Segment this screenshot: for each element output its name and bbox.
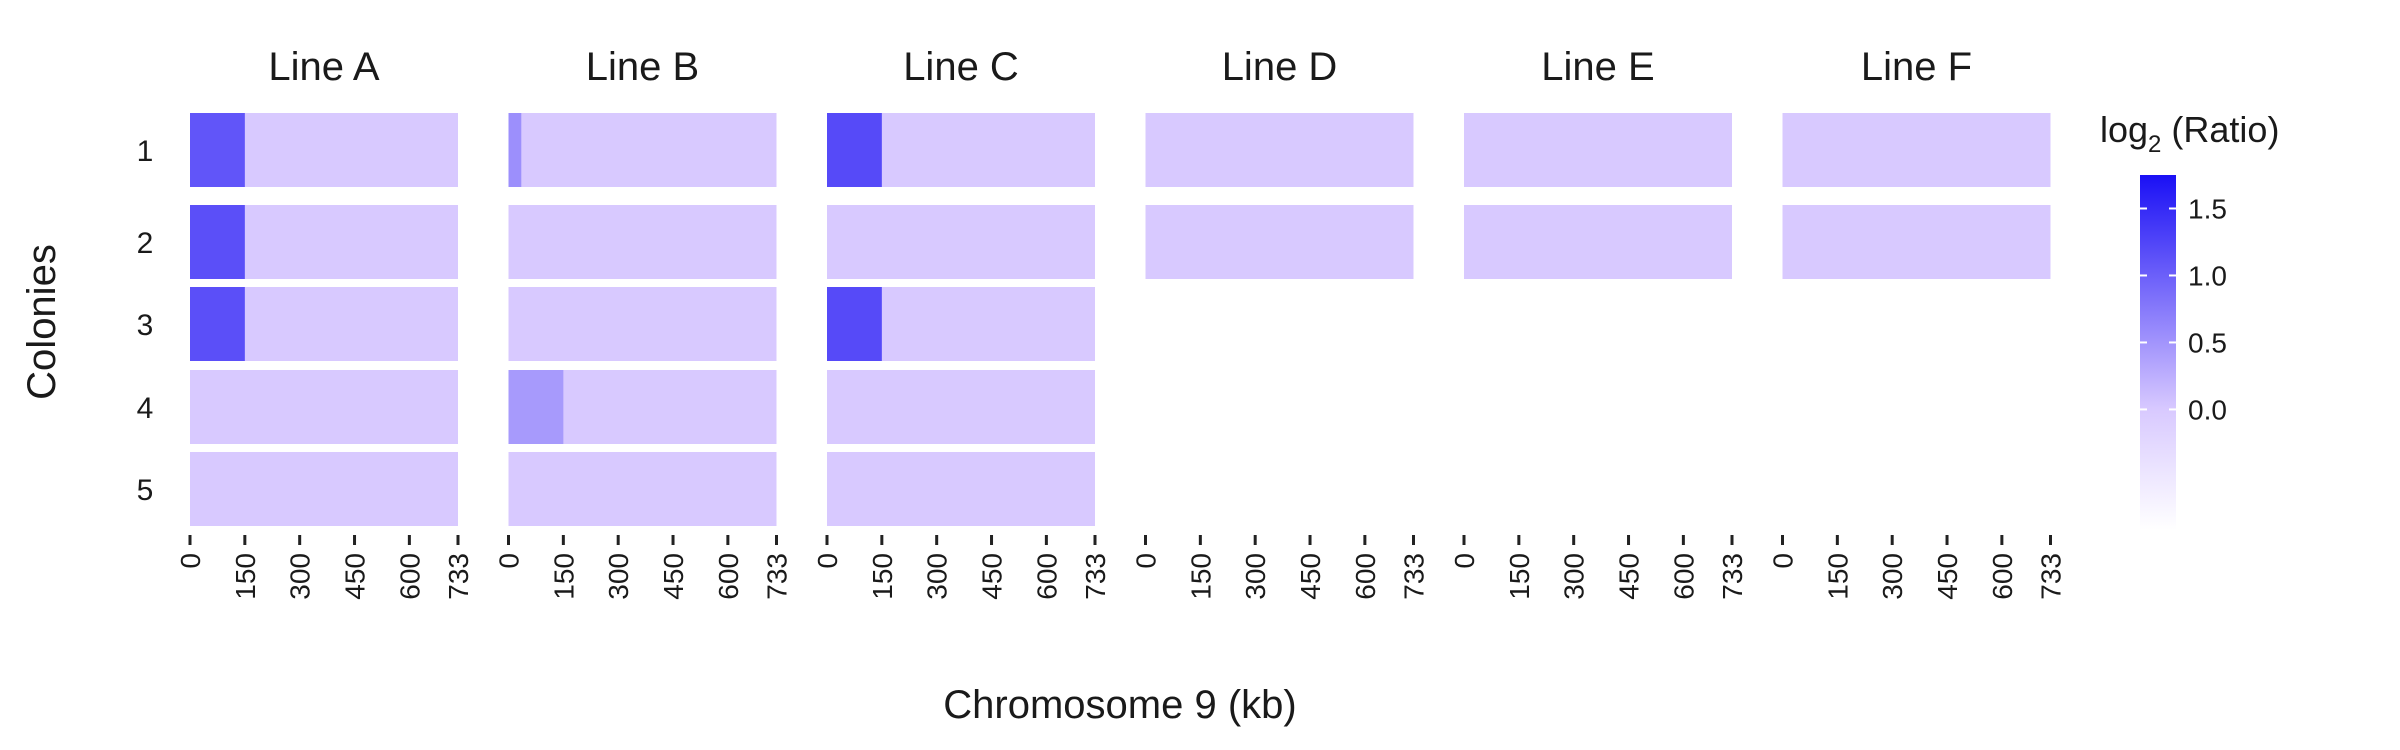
row-labels: 1 2 3 4 5 <box>137 135 154 507</box>
x-tick-label: 150 <box>867 553 898 600</box>
heatmap-tile <box>827 205 1095 279</box>
legend-tick-label: 0.0 <box>2188 394 2227 425</box>
legend-ticks: 0.0 0.5 1.0 1.5 <box>2140 193 2227 425</box>
x-tick-label: 600 <box>1031 553 1062 600</box>
y-axis-title: Colonies <box>20 244 64 400</box>
x-tick-label: 300 <box>603 553 634 600</box>
x-axis-title: Chromosome 9 (kb) <box>943 683 1296 727</box>
heatmap-tile <box>827 370 1095 444</box>
x-tick-label: 450 <box>1614 553 1645 600</box>
legend-title-ratio: (Ratio) <box>2161 109 2279 150</box>
legend-tick-label: 1.5 <box>2188 193 2227 224</box>
x-tick-label: 150 <box>1185 553 1216 600</box>
heatmap-tile <box>1782 113 2051 187</box>
legend-title-log: log <box>2100 109 2148 150</box>
x-tick-label: 600 <box>713 553 744 600</box>
legend-title: log2 (Ratio) <box>2100 109 2279 158</box>
row-label: 3 <box>137 309 154 342</box>
x-tick-label: 300 <box>285 553 316 600</box>
heatmap-tile <box>508 287 777 361</box>
x-tick-label: 450 <box>977 553 1008 600</box>
x-tick-label: 150 <box>230 553 261 600</box>
heatmap-segment <box>827 287 882 361</box>
x-tick-label: 733 <box>443 553 474 600</box>
heatmap-tile <box>508 205 777 279</box>
heatmap-segment <box>827 113 882 187</box>
heatmap-tile <box>1782 205 2051 279</box>
x-tick-label: 150 <box>548 553 579 600</box>
legend-tick-label: 1.0 <box>2188 260 2227 291</box>
x-tick-label: 300 <box>1559 553 1590 600</box>
heatmap-tile <box>1464 205 1732 279</box>
facet-title: Line B <box>586 45 699 89</box>
heatmap-tile <box>1145 113 1414 187</box>
x-tick-label: 0 <box>812 553 843 569</box>
heatmap-tile <box>508 113 777 187</box>
x-tick-label: 600 <box>394 553 425 600</box>
heatmap-tile <box>1464 113 1732 187</box>
x-axes: 0 150 300 450 600 733 0 150 300 450 600 733 0 150 300 4… <box>175 535 2067 600</box>
x-tick-label: 0 <box>494 553 525 569</box>
row-label: 2 <box>137 227 154 260</box>
legend-title-subscript: 2 <box>2148 131 2161 158</box>
heatmap-tile <box>508 452 777 526</box>
x-tick-label: 300 <box>1877 553 1908 600</box>
heatmap-segment <box>190 205 245 279</box>
x-tick-label: 600 <box>1350 553 1381 600</box>
color-legend: log2 (Ratio) 0.0 0.5 1.0 1.5 <box>2100 109 2279 530</box>
heatmap-segment <box>190 287 245 361</box>
x-tick-label: 150 <box>1822 553 1853 600</box>
facet-title: Line C <box>903 45 1019 89</box>
facet-title: Line A <box>268 45 380 89</box>
legend-colorbar <box>2140 175 2176 530</box>
facet-title: Line D <box>1222 45 1338 89</box>
heatmap-tile <box>190 452 458 526</box>
x-tick-label: 150 <box>1504 553 1535 600</box>
x-tick-label: 733 <box>1080 553 1111 600</box>
x-tick-label: 600 <box>1668 553 1699 600</box>
facet-titles: Line A Line B Line C Line D Line E Line F <box>268 45 1972 89</box>
row-label: 1 <box>137 135 154 168</box>
facet-title: Line F <box>1861 45 1972 89</box>
x-tick-label: 450 <box>340 553 371 600</box>
x-tick-label: 300 <box>922 553 953 600</box>
row-label: 4 <box>137 392 154 425</box>
x-tick-label: 733 <box>762 553 793 600</box>
heatmap-tile <box>827 452 1095 526</box>
row-label: 5 <box>137 474 154 507</box>
x-tick-label: 450 <box>1295 553 1326 600</box>
x-tick-label: 0 <box>1449 553 1480 569</box>
x-tick-label: 300 <box>1240 553 1271 600</box>
heatmap-segment <box>508 113 522 187</box>
x-tick-label: 0 <box>175 553 206 569</box>
facet-title: Line E <box>1541 45 1654 89</box>
heatmap-tile <box>190 370 458 444</box>
x-tick-label: 450 <box>1932 553 1963 600</box>
heatmap-tiles <box>190 113 2051 526</box>
heatmap-segment <box>508 370 564 444</box>
x-tick-label: 733 <box>1399 553 1430 600</box>
x-tick-label: 450 <box>658 553 689 600</box>
heatmap-segment <box>190 113 245 187</box>
x-tick-label: 0 <box>1131 553 1162 569</box>
legend-tick-label: 0.5 <box>2188 327 2227 358</box>
heatmap-tile <box>1145 205 1414 279</box>
x-tick-label: 600 <box>1987 553 2018 600</box>
x-tick-label: 733 <box>1717 553 1748 600</box>
x-tick-label: 733 <box>2036 553 2067 600</box>
x-tick-label: 0 <box>1768 553 1799 569</box>
